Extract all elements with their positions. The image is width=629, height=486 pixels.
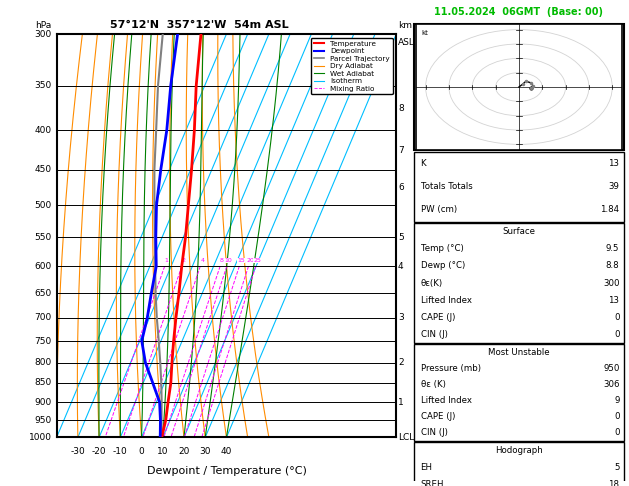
Legend: Temperature, Dewpoint, Parcel Trajectory, Dry Adiabat, Wet Adiabat, Isotherm, Mi: Temperature, Dewpoint, Parcel Trajectory… [311, 37, 392, 94]
Text: Lifted Index: Lifted Index [421, 396, 472, 405]
Text: Temp (°C): Temp (°C) [421, 244, 464, 253]
Text: 8.8: 8.8 [606, 261, 620, 270]
Text: K: K [421, 159, 426, 168]
Text: 300: 300 [603, 278, 620, 288]
Text: PW (cm): PW (cm) [421, 206, 457, 214]
Text: 30: 30 [199, 448, 211, 456]
Text: 900: 900 [34, 398, 52, 407]
Text: 750: 750 [34, 336, 52, 346]
Text: 4: 4 [398, 262, 404, 271]
Text: 400: 400 [35, 126, 52, 135]
Text: 1: 1 [398, 398, 404, 407]
Text: CIN (J): CIN (J) [421, 330, 447, 339]
Text: 13: 13 [608, 295, 620, 305]
Text: 9.5: 9.5 [606, 244, 620, 253]
Text: 18: 18 [608, 480, 620, 486]
Text: 2: 2 [398, 358, 404, 367]
Text: Surface: Surface [503, 227, 535, 236]
FancyBboxPatch shape [414, 152, 624, 222]
Text: CIN (J): CIN (J) [421, 428, 447, 437]
Text: 2: 2 [182, 258, 186, 263]
Text: CAPE (J): CAPE (J) [421, 412, 455, 421]
Text: 15: 15 [237, 258, 245, 263]
Text: 8: 8 [398, 104, 404, 113]
Text: 950: 950 [34, 416, 52, 425]
Text: Pressure (mb): Pressure (mb) [421, 364, 481, 373]
Text: 5: 5 [614, 463, 620, 472]
Text: 850: 850 [34, 379, 52, 387]
Text: 10: 10 [225, 258, 233, 263]
Text: 7: 7 [398, 146, 404, 155]
Text: Lifted Index: Lifted Index [421, 295, 472, 305]
Text: 9: 9 [614, 396, 620, 405]
Text: -20: -20 [92, 448, 106, 456]
Text: 40: 40 [221, 448, 232, 456]
Text: km: km [398, 21, 412, 30]
Text: 8: 8 [220, 258, 224, 263]
Text: 4: 4 [200, 258, 204, 263]
Text: θε(K): θε(K) [421, 278, 443, 288]
Text: Mixing Ratio (g/kg): Mixing Ratio (g/kg) [419, 193, 428, 278]
Text: 0: 0 [614, 330, 620, 339]
Text: Dewpoint / Temperature (°C): Dewpoint / Temperature (°C) [147, 466, 306, 476]
FancyBboxPatch shape [414, 223, 624, 343]
Text: ASL: ASL [398, 38, 415, 47]
Text: 0: 0 [138, 448, 145, 456]
Text: 3: 3 [398, 313, 404, 322]
Text: -10: -10 [113, 448, 128, 456]
Text: 1: 1 [165, 258, 169, 263]
Text: 11.05.2024  06GMT  (Base: 00): 11.05.2024 06GMT (Base: 00) [435, 7, 603, 17]
Text: SREH: SREH [421, 480, 444, 486]
Text: 20: 20 [178, 448, 190, 456]
Text: EH: EH [421, 463, 433, 472]
Text: 6: 6 [398, 184, 404, 192]
Text: kt: kt [421, 30, 428, 35]
FancyBboxPatch shape [414, 24, 624, 150]
Text: hPa: hPa [35, 21, 52, 30]
Text: 500: 500 [34, 201, 52, 209]
Text: 25: 25 [253, 258, 262, 263]
Text: Totals Totals: Totals Totals [421, 182, 472, 191]
Text: LCL: LCL [398, 433, 415, 442]
Text: 0: 0 [614, 428, 620, 437]
Text: -30: -30 [70, 448, 85, 456]
Text: 950: 950 [603, 364, 620, 373]
Text: 350: 350 [34, 81, 52, 90]
Text: 306: 306 [603, 380, 620, 389]
Text: 1.84: 1.84 [600, 206, 620, 214]
Text: θε (K): θε (K) [421, 380, 445, 389]
Text: 650: 650 [34, 289, 52, 297]
Text: 13: 13 [608, 159, 620, 168]
Text: Most Unstable: Most Unstable [488, 348, 550, 357]
Text: 800: 800 [34, 358, 52, 367]
Text: 39: 39 [609, 182, 620, 191]
Text: 450: 450 [35, 165, 52, 174]
Text: 700: 700 [34, 313, 52, 322]
Text: 57°12'N  357°12'W  54m ASL: 57°12'N 357°12'W 54m ASL [110, 20, 289, 30]
Text: 0: 0 [614, 412, 620, 421]
Text: 5: 5 [398, 233, 404, 242]
Text: 10: 10 [157, 448, 169, 456]
Text: 20: 20 [247, 258, 254, 263]
Text: CAPE (J): CAPE (J) [421, 313, 455, 322]
Text: 550: 550 [34, 233, 52, 242]
Text: 0: 0 [614, 313, 620, 322]
Text: 1000: 1000 [28, 433, 52, 442]
FancyBboxPatch shape [414, 345, 624, 441]
Text: Dewp (°C): Dewp (°C) [421, 261, 465, 270]
Text: 600: 600 [34, 262, 52, 271]
Text: Hodograph: Hodograph [495, 446, 543, 455]
Text: 300: 300 [34, 30, 52, 38]
FancyBboxPatch shape [414, 442, 624, 486]
